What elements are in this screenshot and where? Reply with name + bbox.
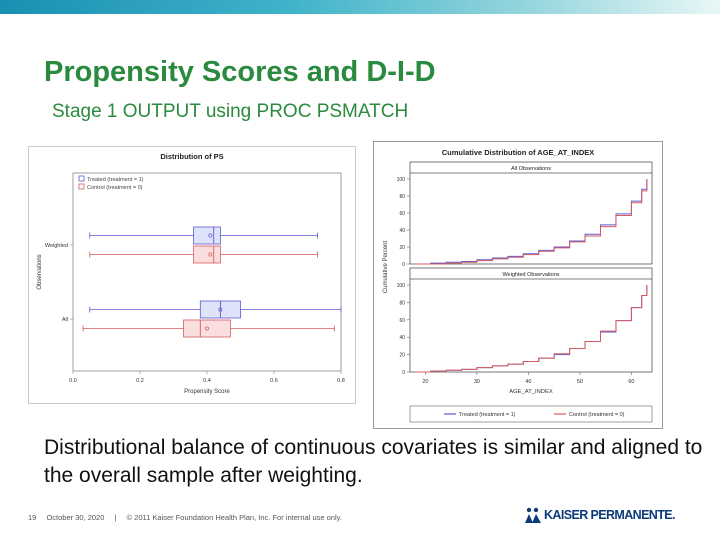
- cum-y-tick-label: 100: [397, 177, 406, 183]
- cum-y-tick-label: 20: [399, 353, 405, 359]
- cum-x-tick-label-4: 60: [628, 379, 634, 385]
- cum-y-tick-label: 60: [399, 318, 405, 324]
- cum-series-line-0: [415, 285, 648, 373]
- ps-box: [193, 245, 221, 264]
- cum-panel-label-1: Weighted Observations: [502, 272, 559, 278]
- ps-boxplot-svg: Distribution of PS Treated (treatment = 1…: [37, 152, 345, 395]
- cumulative-distribution-chart: Cumulative Distribution of AGE_AT_INDEX A…: [373, 141, 663, 429]
- ps-x-tick-label-0: 0.0: [69, 378, 77, 384]
- cum-panel-label-0: All Observations: [511, 166, 551, 172]
- ps-chart-title: Distribution of PS: [160, 152, 223, 161]
- ps-x-tick-label-4: 0.8: [337, 378, 345, 384]
- kaiser-logo-icon: [525, 507, 541, 523]
- slide-footer: 19 October 30, 2020 | © 2011 Kaiser Foun…: [28, 513, 350, 522]
- ps-legend-swatch-1: [78, 183, 85, 190]
- footer-date: October 30, 2020: [46, 513, 105, 522]
- cum-y-axis-label: Cumulative Percent: [383, 240, 389, 293]
- slide-body-text: Distributional balance of continuous cov…: [44, 436, 703, 487]
- cum-x-axis-label: AGE_AT_INDEX: [509, 389, 553, 395]
- slide-title: Propensity Scores and D-I-D: [44, 56, 436, 88]
- ps-plot-frame: [72, 172, 342, 372]
- cumulative-line-svg: Cumulative Distribution of AGE_AT_INDEX A…: [383, 148, 653, 423]
- ps-legend-label-1: Control (treatment = 0): [87, 185, 143, 191]
- ps-x-tick-label-2: 0.4: [203, 378, 211, 384]
- page-number: 19: [28, 513, 37, 522]
- kaiser-logo-text: KAISER PERMANENTE.: [544, 508, 675, 522]
- ps-x-tick-label-3: 0.6: [270, 378, 278, 384]
- ps-group-label-1: All: [62, 317, 68, 323]
- cum-panel-frame-1: [409, 267, 653, 373]
- ps-legend-label-0: Treated (treatment = 1): [87, 177, 144, 183]
- cum-x-tick-label-2: 40: [525, 379, 531, 385]
- cum-y-tick-label: 20: [399, 245, 405, 251]
- ps-mean-marker: [205, 326, 209, 331]
- ps-x-axis-label: Propensity Score: [184, 389, 230, 395]
- cum-x-tick-label-3: 50: [577, 379, 583, 385]
- cum-legend-frame: [409, 405, 653, 423]
- ps-box: [183, 319, 231, 338]
- cum-chart-title: Cumulative Distribution of AGE_AT_INDEX: [442, 148, 595, 157]
- ps-distribution-chart: Distribution of PS Treated (treatment = 1…: [28, 146, 356, 404]
- slide-subtitle: Stage 1 OUTPUT using PROC PSMATCH: [52, 101, 409, 122]
- cum-y-tick-label: 80: [399, 194, 405, 200]
- top-accent-bar: [0, 0, 720, 14]
- footer-copyright: © 2011 Kaiser Foundation Health Plan, In…: [126, 513, 342, 522]
- ps-legend-swatch-0: [78, 175, 85, 182]
- cum-series-line-1: [415, 285, 648, 373]
- cum-y-tick-label: 60: [399, 211, 405, 217]
- ps-mean-marker: [208, 252, 213, 257]
- cum-series-line-0: [415, 179, 648, 265]
- ps-mean-marker: [208, 233, 213, 238]
- kaiser-logo: KAISER PERMANENTE.: [524, 506, 684, 524]
- cum-series-line-1: [415, 179, 648, 265]
- cum-y-tick-label: 40: [399, 335, 405, 341]
- ps-group-label-0: Weighted: [45, 243, 68, 249]
- cum-legend-label-1: Control (treatment = 0): [569, 412, 625, 418]
- ps-mean-marker: [218, 307, 223, 312]
- cum-y-tick-label: 0: [402, 370, 405, 376]
- ps-x-tick-label-1: 0.2: [136, 378, 144, 384]
- cum-x-tick-label-0: 20: [422, 379, 428, 385]
- cum-y-tick-label: 40: [399, 228, 405, 234]
- cum-y-tick-label: 100: [397, 283, 406, 289]
- ps-box: [193, 226, 221, 245]
- cum-panel-frame-0: [409, 161, 653, 265]
- cum-legend-label-0: Treated (treatment = 1): [459, 412, 516, 418]
- ps-y-axis-label: Observations: [37, 254, 43, 289]
- footer-separator: |: [114, 513, 117, 522]
- cum-y-tick-label: 0: [402, 262, 405, 268]
- cum-x-tick-label-1: 30: [474, 379, 480, 385]
- cum-y-tick-label: 80: [399, 300, 405, 306]
